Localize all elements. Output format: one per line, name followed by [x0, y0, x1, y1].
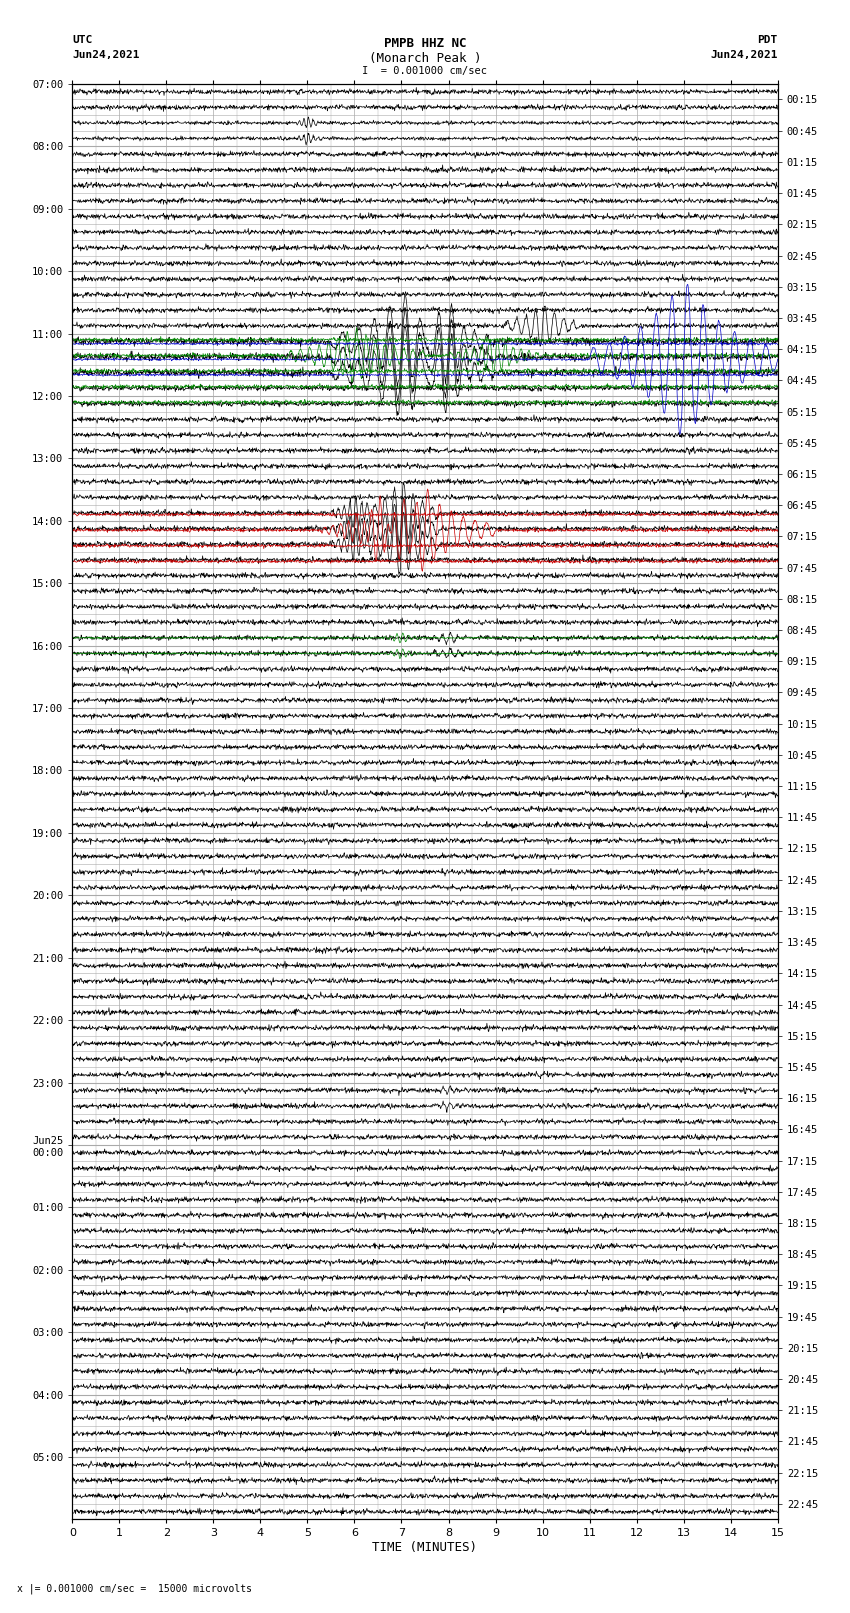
Text: UTC: UTC	[72, 35, 93, 45]
Text: Jun24,2021: Jun24,2021	[711, 50, 778, 60]
Text: x |= 0.001000 cm/sec =  15000 microvolts: x |= 0.001000 cm/sec = 15000 microvolts	[17, 1582, 252, 1594]
Text: PDT: PDT	[757, 35, 778, 45]
Text: I  = 0.001000 cm/sec: I = 0.001000 cm/sec	[362, 66, 488, 76]
X-axis label: TIME (MINUTES): TIME (MINUTES)	[372, 1542, 478, 1555]
Text: Jun24,2021: Jun24,2021	[72, 50, 139, 60]
Text: PMPB HHZ NC: PMPB HHZ NC	[383, 37, 467, 50]
Text: (Monarch Peak ): (Monarch Peak )	[369, 52, 481, 65]
